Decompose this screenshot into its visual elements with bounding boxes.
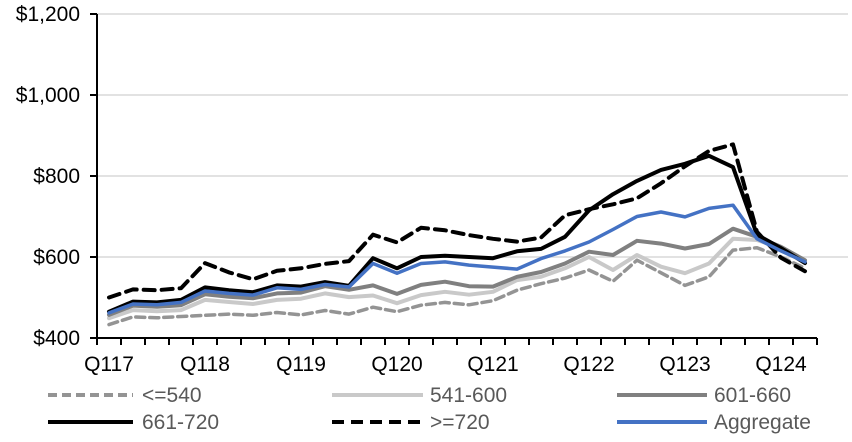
x-tick-label: Q118: [180, 353, 230, 376]
x-axis-labels: Q117 Q118 Q119 Q120 Q121 Q122 Q123 Q124: [84, 353, 807, 376]
y-tick-label: $600: [33, 246, 80, 269]
legend-item-ge720: >=720: [332, 411, 490, 434]
legend-label-661-720: 661-720: [142, 411, 219, 434]
legend-item-541-600: 541-600: [332, 384, 507, 407]
y-tick-label: $800: [33, 165, 80, 188]
legend-label-aggregate: Aggregate: [714, 411, 811, 434]
x-tick-label: Q124: [755, 353, 807, 376]
legend-item-le540: <=540: [48, 384, 202, 407]
x-tick-label: Q117: [84, 353, 134, 376]
y-tick-label: $400: [33, 327, 80, 350]
series-line-<=540: [107, 245, 807, 327]
legend-item-601-660: 601-660: [617, 384, 791, 407]
series-line-Aggregate: [107, 203, 807, 315]
x-tick-label: Q121: [467, 353, 518, 376]
x-tick-label: Q123: [659, 353, 710, 376]
series-line-601-660: [107, 226, 807, 317]
y-axis-labels: $400 $600 $800 $1,000 $1,200: [16, 3, 80, 350]
axes: [90, 13, 818, 345]
x-tick-label: Q120: [371, 353, 422, 376]
y-tick-label: $1,200: [16, 3, 80, 26]
y-tick-label: $1,000: [16, 84, 80, 107]
legend: <=540 541-600 601-660 661-720 >=720 Aggr…: [48, 384, 811, 434]
legend-label-601-660: 601-660: [714, 384, 791, 407]
gridlines: [97, 13, 848, 258]
legend-label-541-600: 541-600: [430, 384, 507, 407]
x-tick-label: Q122: [563, 353, 614, 376]
legend-item-661-720: 661-720: [48, 411, 219, 434]
series-lines: [107, 142, 807, 327]
x-tick-label: Q119: [276, 353, 326, 376]
series-line-541-600: [107, 236, 807, 321]
legend-label-le540: <=540: [142, 384, 202, 407]
series-line->=720: [107, 142, 807, 300]
legend-item-aggregate: Aggregate: [617, 411, 811, 434]
legend-label-ge720: >=720: [430, 411, 490, 434]
